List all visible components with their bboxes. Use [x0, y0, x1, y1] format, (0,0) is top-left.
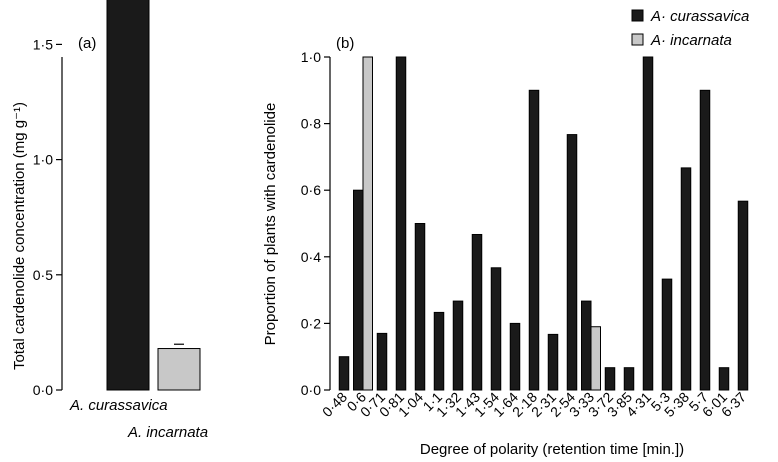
panel-b-bar-curassavica	[528, 89, 540, 391]
legend-label-incarnata: A· incarnata	[650, 32, 732, 49]
panel-a-ylabel: Total cardenolide concentration (mg g⁻¹)	[11, 102, 28, 370]
legend-swatch-incarnata	[631, 33, 644, 46]
panel-b-ytick-label: 0·2	[301, 315, 321, 331]
panel-b-bar-curassavica	[737, 200, 749, 391]
panel-b-ytick-label: 0·8	[301, 116, 321, 132]
panel-a-yticks: 0·00·51·01·52·02·5	[33, 36, 62, 398]
panel-b-bar-curassavica	[566, 134, 578, 391]
panel-b-bar-incarnata	[590, 326, 601, 391]
panel-b-bar-curassavica	[680, 167, 692, 391]
panel-b-bar-curassavica	[604, 367, 616, 391]
panel-b-bar-curassavica	[452, 300, 464, 391]
panel-b-bar-curassavica	[433, 311, 445, 391]
panel-b-bar-curassavica	[581, 300, 592, 391]
legend: A· curassavica A· incarnata	[631, 8, 749, 49]
panel-b-bar-curassavica	[490, 267, 502, 391]
panel-b-ylabel: Proportion of plants with cardenolide	[262, 103, 279, 346]
legend-label-curassavica: A· curassavica	[650, 8, 749, 25]
panel-b-ytick-label: 1·0	[301, 49, 321, 65]
panel-a-ytick-label: 1·0	[33, 152, 53, 168]
panel-b-bar-curassavica	[414, 223, 426, 391]
panel-a-xtick-curassavica: A. curassavica	[69, 397, 168, 414]
panel-b-bar-curassavica	[661, 278, 673, 391]
panel-a-label: (a)	[78, 35, 96, 52]
panel-a-xtick-incarnata: A. incarnata	[127, 424, 208, 441]
panel-b-bar-curassavica	[338, 356, 350, 391]
panel-b-bar-curassavica	[509, 322, 521, 391]
panel-b-bar-incarnata	[362, 56, 373, 391]
panel-a-bar	[106, 0, 150, 391]
panel-b-label: (b)	[336, 35, 354, 52]
panel-b-ytick-label: 0·6	[301, 182, 321, 198]
panel-b: (b) Proportion of plants with cardenolid…	[262, 35, 749, 458]
panel-b-yticks: 0·0 0·2 0·4 0·6 0·8 1·0	[301, 49, 330, 398]
panel-b-bar-curassavica	[718, 367, 730, 391]
panel-a-ytick-label: 0·5	[33, 267, 53, 283]
panel-b-bar-curassavica	[547, 333, 559, 391]
panel-b-bars	[338, 56, 749, 391]
panel-b-bar-curassavica	[642, 56, 654, 391]
panel-a-bars	[106, 0, 201, 391]
panel-a: (a) Total cardenolide concentration (mg …	[11, 0, 208, 441]
panel-b-ytick-label: 0·0	[301, 382, 321, 398]
panel-b-bar-curassavica	[471, 233, 483, 391]
panel-a-ytick-label: 1·5	[33, 36, 53, 52]
panel-a-ytick-label: 0·0	[33, 382, 53, 398]
legend-swatch-curassavica	[631, 9, 644, 22]
panel-b-bar-curassavica	[623, 367, 635, 391]
panel-b-bar-curassavica	[699, 89, 711, 391]
panel-b-bar-curassavica	[376, 332, 388, 391]
panel-a-bar	[157, 348, 201, 391]
panel-b-bar-curassavica	[353, 189, 364, 391]
panel-b-ytick-label: 0·4	[301, 249, 321, 265]
panel-b-bar-curassavica	[395, 56, 407, 391]
panel-b-xlabel: Degree of polarity (retention time [min.…	[420, 441, 684, 458]
panel-b-xticks: 0·480·60·710·811·041·11·321·431·541·642·…	[319, 389, 749, 420]
